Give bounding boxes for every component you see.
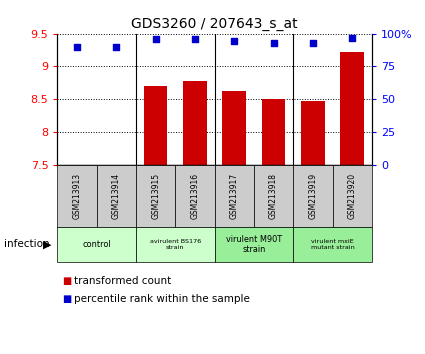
Point <box>309 40 316 46</box>
Text: avirulent BS176
strain: avirulent BS176 strain <box>150 239 201 250</box>
Point <box>192 36 198 42</box>
Bar <box>183 81 207 165</box>
Point <box>231 39 238 44</box>
Bar <box>340 52 364 165</box>
Point <box>113 44 120 50</box>
Text: virulent mxiE
mutant strain: virulent mxiE mutant strain <box>311 239 354 250</box>
Text: virulent M90T
strain: virulent M90T strain <box>226 235 282 254</box>
Bar <box>65 165 89 167</box>
Text: control: control <box>82 240 111 249</box>
Text: GSM213919: GSM213919 <box>309 172 317 219</box>
Text: infection: infection <box>4 239 50 249</box>
Bar <box>301 101 325 165</box>
Text: GSM213917: GSM213917 <box>230 172 239 219</box>
Text: GSM213916: GSM213916 <box>190 172 199 219</box>
Text: GSM213915: GSM213915 <box>151 172 160 219</box>
Text: ▶: ▶ <box>42 239 51 249</box>
Bar <box>262 99 285 165</box>
Title: GDS3260 / 207643_s_at: GDS3260 / 207643_s_at <box>131 17 298 31</box>
Text: ■: ■ <box>62 276 71 286</box>
Point <box>152 36 159 42</box>
Point <box>349 35 356 40</box>
Text: ■: ■ <box>62 294 71 304</box>
Bar <box>223 91 246 165</box>
Point <box>74 44 80 50</box>
Text: GSM213920: GSM213920 <box>348 172 357 219</box>
Text: GSM213918: GSM213918 <box>269 173 278 218</box>
Point <box>270 40 277 46</box>
Bar <box>105 165 128 167</box>
Text: percentile rank within the sample: percentile rank within the sample <box>74 294 250 304</box>
Text: GSM213913: GSM213913 <box>73 172 82 219</box>
Bar <box>144 86 167 165</box>
Text: transformed count: transformed count <box>74 276 172 286</box>
Text: GSM213914: GSM213914 <box>112 172 121 219</box>
